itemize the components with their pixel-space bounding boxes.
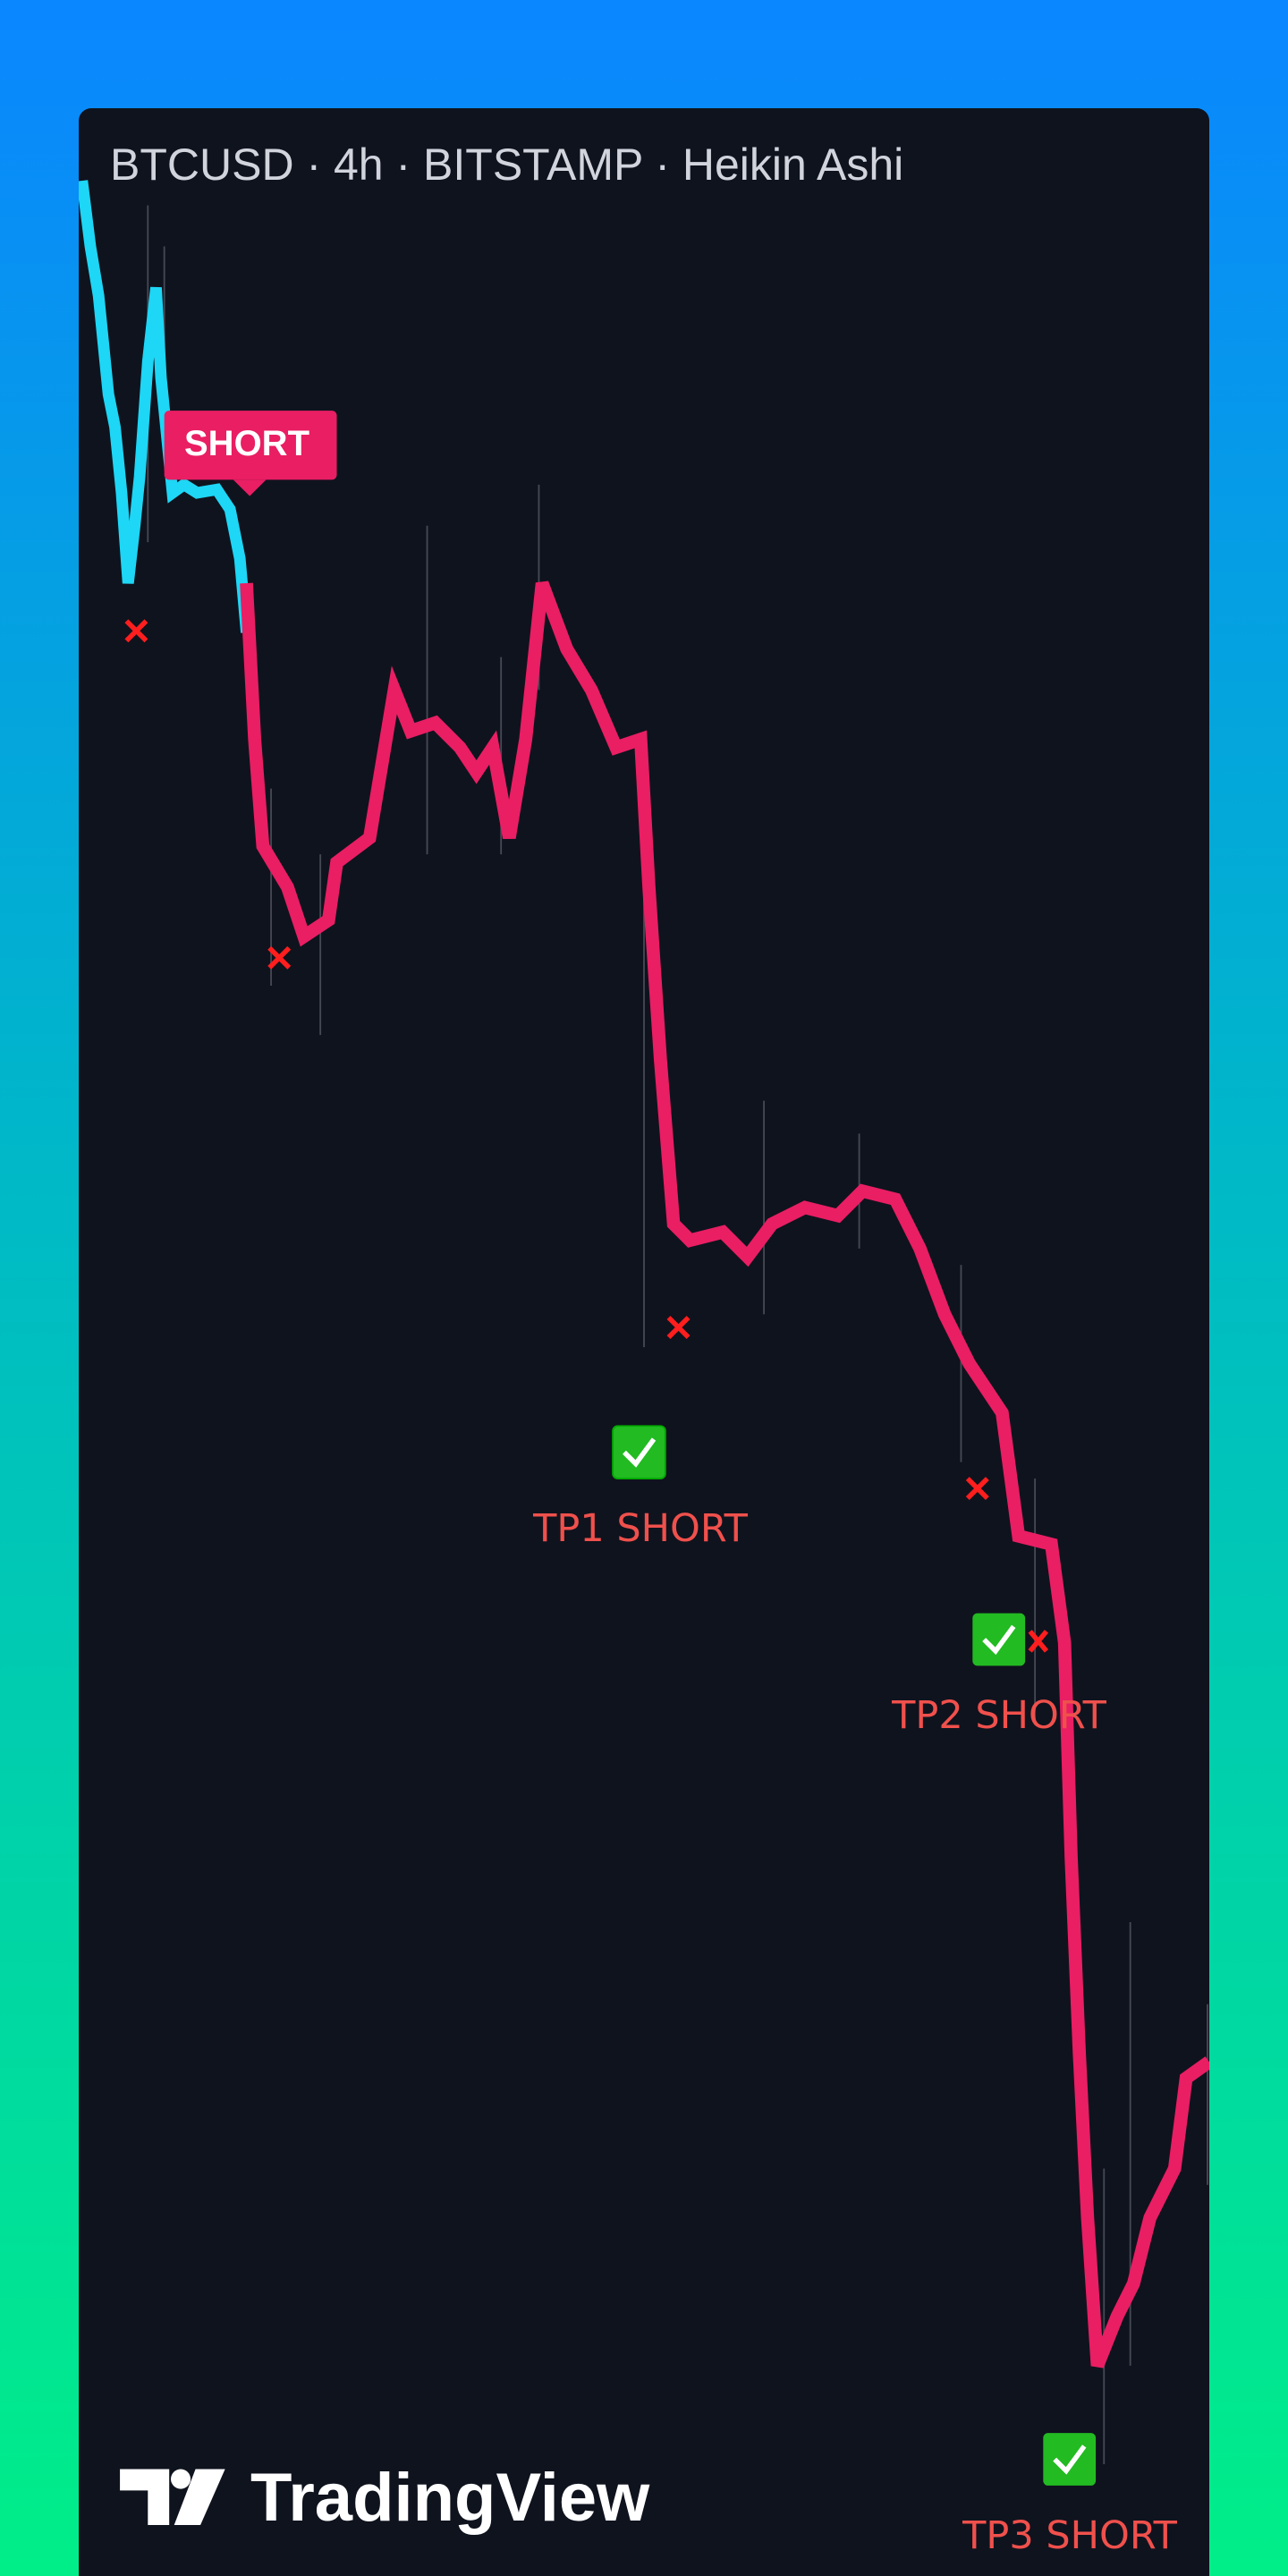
bullish-candles: [79, 180, 252, 633]
take-profit-label: TP2 SHORT: [891, 1693, 1106, 1738]
take-profit-label: TP3 SHORT: [962, 2513, 1177, 2558]
check-icons: [612, 1425, 1097, 2486]
chart-title: BTCUSD · 4h · BITSTAMP · Heikin Ashi: [110, 140, 903, 190]
chart-card: BTCUSD · 4h · BITSTAMP · Heikin Ashi SHO…: [79, 108, 1209, 2576]
tradingview-logo-icon: [120, 2469, 225, 2526]
chart: BTCUSD · 4h · BITSTAMP · Heikin Ashi SHO…: [79, 140, 1209, 2558]
signal-label: SHORT: [184, 424, 309, 463]
take-profit-label: TP1 SHORT: [532, 1506, 748, 1551]
exit-marks: [124, 619, 1049, 1653]
wicks: [147, 205, 1208, 2465]
price-series: [79, 180, 1209, 2526]
brand-logo: TradingView: [250, 2460, 650, 2536]
signal-badge: [164, 411, 337, 496]
bearish-candles: [240, 580, 1209, 2368]
